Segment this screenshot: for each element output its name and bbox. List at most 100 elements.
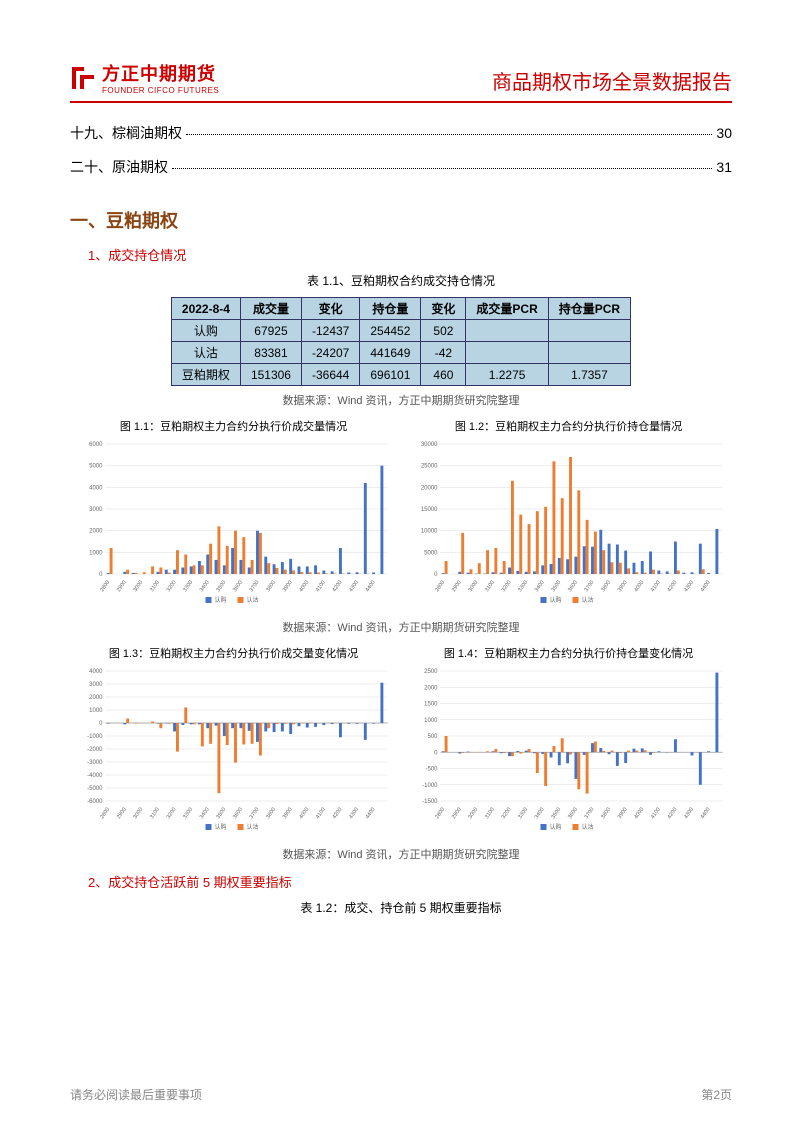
svg-text:2800: 2800	[99, 807, 111, 820]
table-cell: 151306	[240, 364, 301, 386]
svg-text:1000: 1000	[89, 550, 103, 556]
svg-text:2900: 2900	[451, 807, 463, 820]
svg-text:-1500: -1500	[422, 799, 438, 805]
svg-text:4100: 4100	[315, 807, 327, 820]
chart-13-title: 图 1.3：豆粕期权主力合约分执行价成交量变化情况	[70, 645, 397, 661]
svg-text:3500: 3500	[215, 807, 227, 820]
svg-text:3500: 3500	[550, 807, 562, 820]
svg-text:1000: 1000	[89, 708, 103, 714]
svg-text:2800: 2800	[434, 580, 446, 593]
footer-right: 第2页	[701, 1086, 732, 1103]
svg-text:4100: 4100	[315, 580, 327, 593]
svg-text:0: 0	[99, 572, 103, 578]
svg-text:-3000: -3000	[87, 760, 103, 766]
svg-text:3200: 3200	[166, 807, 178, 820]
svg-text:3500: 3500	[550, 580, 562, 593]
svg-text:20000: 20000	[421, 485, 438, 491]
svg-text:4300: 4300	[683, 580, 695, 593]
toc-page: 31	[716, 159, 732, 175]
svg-text:3700: 3700	[584, 580, 596, 593]
svg-text:-4000: -4000	[87, 773, 103, 779]
table-cell: 83381	[240, 342, 301, 364]
svg-text:3800: 3800	[265, 807, 277, 820]
svg-text:2800: 2800	[99, 580, 111, 593]
svg-text:3100: 3100	[484, 807, 496, 820]
footer: 请务必阅读最后重要事项 第2页	[70, 1086, 732, 1103]
table-2-caption: 表 1.2：成交、持仓前 5 期权重要指标	[70, 899, 732, 916]
svg-text:3000: 3000	[89, 507, 103, 513]
svg-text:3200: 3200	[501, 580, 513, 593]
svg-text:0: 0	[434, 572, 438, 578]
table-header: 2022-8-4	[171, 298, 240, 320]
chart-13: -6000-5000-4000-3000-2000-10000100020003…	[70, 665, 397, 835]
svg-text:500: 500	[427, 734, 438, 740]
svg-text:3300: 3300	[517, 580, 529, 593]
section-title: 一、豆粕期权	[70, 207, 732, 233]
svg-text:3000: 3000	[468, 580, 480, 593]
svg-text:3800: 3800	[600, 580, 612, 593]
subsection-1: 1、成交持仓情况	[88, 245, 732, 264]
svg-text:3100: 3100	[484, 580, 496, 593]
toc-line: 十九、棕榈油期权30	[70, 123, 732, 143]
svg-text:4000: 4000	[89, 485, 103, 491]
table-cell: -24207	[301, 342, 359, 364]
svg-text:3100: 3100	[149, 807, 161, 820]
svg-text:3900: 3900	[617, 580, 629, 593]
table-cell: -42	[421, 342, 466, 364]
table-cell: 696101	[360, 364, 421, 386]
logo: 方正中期期货 FOUNDER CIFCO FUTURES	[70, 60, 219, 95]
svg-text:4400: 4400	[700, 807, 712, 820]
svg-text:4000: 4000	[633, 807, 645, 820]
table-1-caption: 表 1.1、豆粕期权合约成交持仓情况	[70, 272, 732, 289]
svg-text:4400: 4400	[365, 807, 377, 820]
svg-text:3000: 3000	[133, 580, 145, 593]
footer-left: 请务必阅读最后重要事项	[70, 1086, 202, 1103]
toc-dots	[172, 168, 712, 169]
chart-11: 0100020003000400050006000280029003000310…	[70, 438, 397, 608]
svg-text:-6000: -6000	[87, 799, 103, 805]
toc-label: 十九、棕榈油期权	[70, 123, 182, 143]
svg-text:3400: 3400	[534, 807, 546, 820]
table-header: 变化	[421, 298, 466, 320]
table-cell: 认沽	[171, 342, 240, 364]
svg-text:认购: 认购	[215, 823, 227, 831]
table-cell: -12437	[301, 320, 359, 342]
svg-text:-1000: -1000	[422, 783, 438, 789]
svg-text:2000: 2000	[89, 695, 103, 701]
svg-text:认沽: 认沽	[247, 596, 259, 604]
svg-text:3600: 3600	[232, 807, 244, 820]
svg-text:4000: 4000	[298, 807, 310, 820]
svg-text:2900: 2900	[116, 580, 128, 593]
table-cell: 1.2275	[466, 364, 548, 386]
svg-text:4100: 4100	[650, 580, 662, 593]
svg-text:4200: 4200	[332, 807, 344, 820]
svg-text:3200: 3200	[166, 580, 178, 593]
svg-text:10000: 10000	[421, 529, 438, 535]
source-2: 数据来源：Wind 资讯，方正中期期货研究院整理	[70, 619, 732, 635]
table-cell: 460	[421, 364, 466, 386]
svg-text:-5000: -5000	[87, 786, 103, 792]
source-3: 数据来源：Wind 资讯，方正中期期货研究院整理	[70, 846, 732, 862]
svg-text:3800: 3800	[265, 580, 277, 593]
svg-text:2500: 2500	[424, 669, 438, 675]
svg-text:4400: 4400	[365, 580, 377, 593]
svg-text:3600: 3600	[567, 807, 579, 820]
toc: 十九、棕榈油期权30二十、原油期权31	[70, 123, 732, 177]
table-cell	[466, 320, 548, 342]
svg-text:4200: 4200	[667, 580, 679, 593]
svg-text:3300: 3300	[182, 807, 194, 820]
svg-text:4300: 4300	[683, 807, 695, 820]
svg-text:30000: 30000	[421, 442, 438, 448]
chart-12: 0500010000150002000025000300002800290030…	[405, 438, 732, 608]
svg-text:3900: 3900	[282, 580, 294, 593]
page-header: 方正中期期货 FOUNDER CIFCO FUTURES 商品期权市场全景数据报…	[70, 60, 732, 103]
svg-text:1000: 1000	[424, 718, 438, 724]
svg-text:3600: 3600	[567, 580, 579, 593]
svg-text:5000: 5000	[89, 464, 103, 470]
svg-text:0: 0	[434, 750, 438, 756]
table-header: 变化	[301, 298, 359, 320]
table-header: 成交量PCR	[466, 298, 548, 320]
svg-text:2800: 2800	[434, 807, 446, 820]
svg-text:4000: 4000	[89, 669, 103, 675]
svg-text:3400: 3400	[534, 580, 546, 593]
